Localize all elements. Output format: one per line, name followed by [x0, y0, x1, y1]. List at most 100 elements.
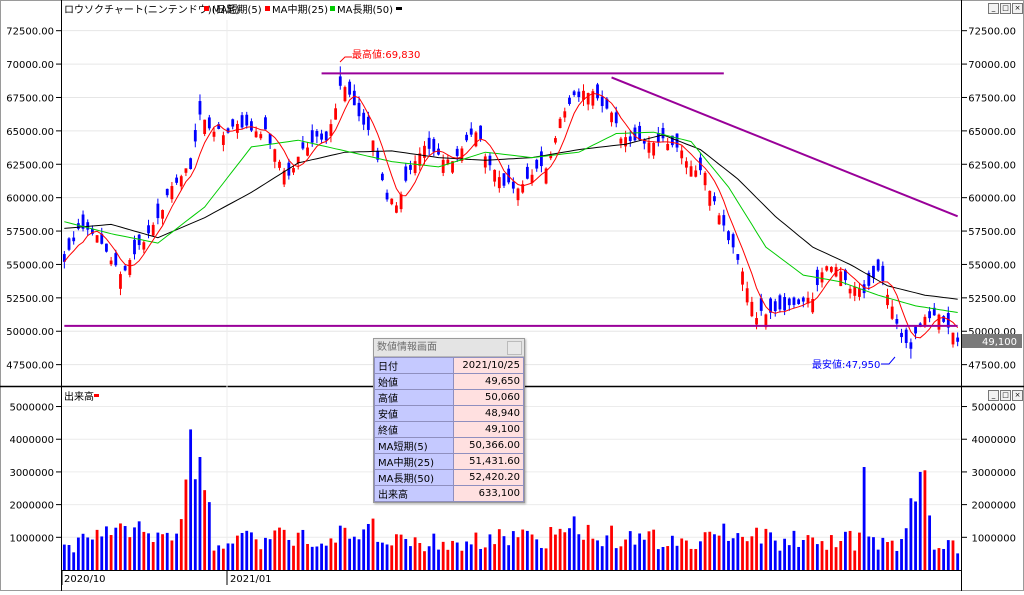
trendlines: [64, 72, 959, 327]
candle-body: [511, 181, 515, 189]
info-row: MA中期(25) 51,431.60: [374, 453, 524, 470]
candle-body: [119, 274, 122, 289]
candle-body: [100, 233, 104, 244]
candle-body: [670, 135, 674, 146]
numeric-info-panel[interactable]: 数値情報画面 日付 2021/10/25 始値 49,650 高値 50,060 安値 48,…: [373, 338, 525, 503]
price-tick-label: 52500.00: [6, 294, 54, 305]
volume-bar: [708, 531, 712, 570]
candle-body: [315, 131, 319, 137]
volume-bar: [147, 533, 150, 570]
volume-bar: [273, 530, 277, 570]
volume-bar: [745, 541, 749, 570]
minimize-panel-button[interactable]: _: [988, 3, 999, 14]
maximize-panel-button[interactable]: □: [1000, 3, 1011, 14]
volume-bar: [582, 539, 585, 570]
volume-bar: [441, 541, 445, 570]
info-row: 始値 49,650: [374, 373, 524, 390]
candle-body: [245, 114, 249, 126]
info-row: 高値 50,060: [374, 389, 524, 406]
info-row: 終値 49,100: [374, 421, 524, 438]
volume-bar: [380, 542, 384, 570]
volume-bar: [900, 539, 903, 570]
volume-bar: [123, 526, 127, 570]
candle-body: [404, 166, 408, 181]
volume-bar: [334, 542, 338, 570]
volume-bar: [806, 535, 810, 570]
volume-bar: [946, 540, 950, 570]
volume-bar: [278, 527, 281, 570]
candle-body: [123, 266, 127, 271]
candle-body: [521, 184, 525, 193]
candle-body: [240, 115, 244, 128]
volume-bar: [357, 539, 361, 570]
candle-body: [563, 111, 567, 118]
volume-bar: [292, 545, 295, 570]
legend-swatch-ma50: [330, 6, 335, 11]
price-tick-label-right: 57500.00: [968, 227, 1016, 238]
volume-bar: [259, 549, 263, 570]
info-value: 52,420.20: [453, 469, 524, 486]
volume-bar: [600, 546, 604, 570]
candle-body: [474, 132, 478, 147]
high-marker-arrow: [339, 56, 352, 63]
info-key: MA中期(25): [374, 453, 454, 470]
volume-close-button[interactable]: ×: [1012, 390, 1023, 401]
candle-body: [656, 133, 660, 143]
candle-body: [610, 112, 613, 123]
volume-bar: [81, 533, 85, 570]
candle-body: [133, 239, 136, 255]
info-key: 日付: [374, 357, 454, 374]
volume-bar: [731, 538, 735, 570]
candle-body: [231, 119, 235, 127]
info-value: 50,366.00: [453, 437, 524, 454]
volume-bar: [245, 530, 249, 570]
candle-body: [437, 148, 440, 155]
info-panel-close-button[interactable]: [507, 341, 522, 355]
candle-body: [633, 127, 637, 141]
candle-body: [684, 161, 688, 168]
price-tick-label-right: 72500.00: [968, 27, 1016, 38]
candle-body: [292, 168, 295, 173]
chart-title: ロウソクチャート(ニンテンドウ)(日足): [64, 4, 240, 16]
price-tick-label-right: 50000.00: [968, 327, 1016, 338]
info-value: 2021/10/25: [453, 357, 524, 374]
candle-body: [876, 259, 880, 271]
volume-bar: [858, 532, 861, 570]
price-tick-label: 57500.00: [6, 227, 54, 238]
volume-bar: [235, 535, 239, 570]
close-panel-button[interactable]: ×: [1012, 3, 1023, 14]
volume-bar: [741, 536, 744, 570]
candle-body: [881, 265, 885, 282]
volume-bar: [507, 545, 511, 570]
candle-body: [399, 194, 403, 210]
volume-bar: [867, 536, 871, 570]
volume-bar: [254, 539, 258, 570]
low-marker-arrow: [881, 356, 896, 365]
volume-bar: [839, 540, 843, 570]
candle-body: [137, 234, 141, 246]
volume-legend-swatch: [94, 394, 99, 397]
volume-bar: [750, 536, 754, 570]
volume-bar: [820, 541, 824, 570]
volume-bar: [848, 530, 852, 570]
volume-bar: [521, 529, 525, 570]
trendline-descending: [611, 76, 959, 218]
candle-body: [390, 198, 394, 205]
volume-bar: [119, 523, 122, 570]
candle-body: [792, 297, 796, 305]
price-tick-label: 65000.00: [6, 127, 54, 138]
candle-body: [366, 116, 370, 130]
info-panel-title-bar[interactable]: 数値情報画面: [374, 339, 524, 357]
price-tick-label-right: 55000.00: [968, 260, 1016, 271]
info-key: 高値: [374, 389, 454, 406]
volume-bar: [755, 527, 758, 570]
volume-bar: [109, 535, 113, 570]
candle-body: [310, 130, 314, 143]
candle-body: [465, 134, 468, 141]
volume-bar: [703, 532, 707, 570]
candle-body: [867, 272, 871, 286]
volume-minimize-button[interactable]: _: [988, 390, 999, 401]
volume-maximize-button[interactable]: □: [1000, 390, 1011, 401]
volume-bar: [801, 540, 805, 570]
candle-body: [221, 135, 225, 145]
